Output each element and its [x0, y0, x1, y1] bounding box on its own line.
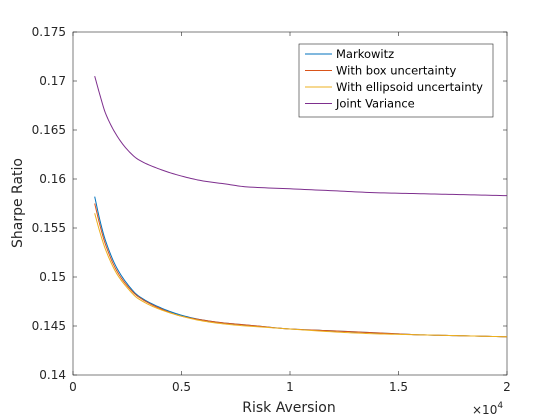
y-tick-label: 0.15 — [39, 270, 66, 284]
x-tick-label: 0.5 — [172, 380, 191, 394]
x-axis-exponent-base: ×10 — [472, 403, 497, 417]
x-tick-label: 0 — [69, 380, 77, 394]
y-tick-label: 0.155 — [32, 221, 66, 235]
series-line-joint-variance — [94, 75, 508, 197]
x-tick-label: 1 — [286, 380, 294, 394]
legend-label: With ellipsoid uncertainty — [336, 80, 483, 94]
y-tick-label: 0.14 — [39, 368, 66, 382]
y-tick-label: 0.175 — [32, 25, 66, 39]
series-layer — [94, 75, 508, 338]
x-axis-exponent: ×104 — [472, 401, 503, 417]
legend: Markowitz With box uncertainty With ellips… — [298, 43, 494, 118]
legend-label: Markowitz — [336, 47, 394, 61]
x-axis-exponent-power: 4 — [497, 401, 503, 411]
ticks-layer: 0 0.5 1 1.5 2 0.14 0.145 0.15 0.155 0.16 0.165 0.17… — [32, 25, 511, 394]
x-tick-label: 2 — [503, 380, 511, 394]
legend-box — [298, 43, 494, 118]
x-tick-label: 1.5 — [389, 380, 408, 394]
y-tick-label: 0.165 — [32, 123, 66, 137]
series-line-with-ellipsoid-uncertainty — [94, 213, 508, 338]
legend-label: With box uncertainty — [336, 64, 456, 78]
x-axis-title: Risk Aversion — [242, 400, 336, 416]
y-axis-title: Sharpe Ratio — [10, 158, 26, 248]
legend-label: Joint Variance — [335, 97, 415, 111]
y-tick-label: 0.145 — [32, 319, 66, 333]
series-line-with-box-uncertainty — [94, 203, 508, 338]
y-tick-label: 0.17 — [39, 74, 66, 88]
y-tick-label: 0.16 — [39, 172, 66, 186]
